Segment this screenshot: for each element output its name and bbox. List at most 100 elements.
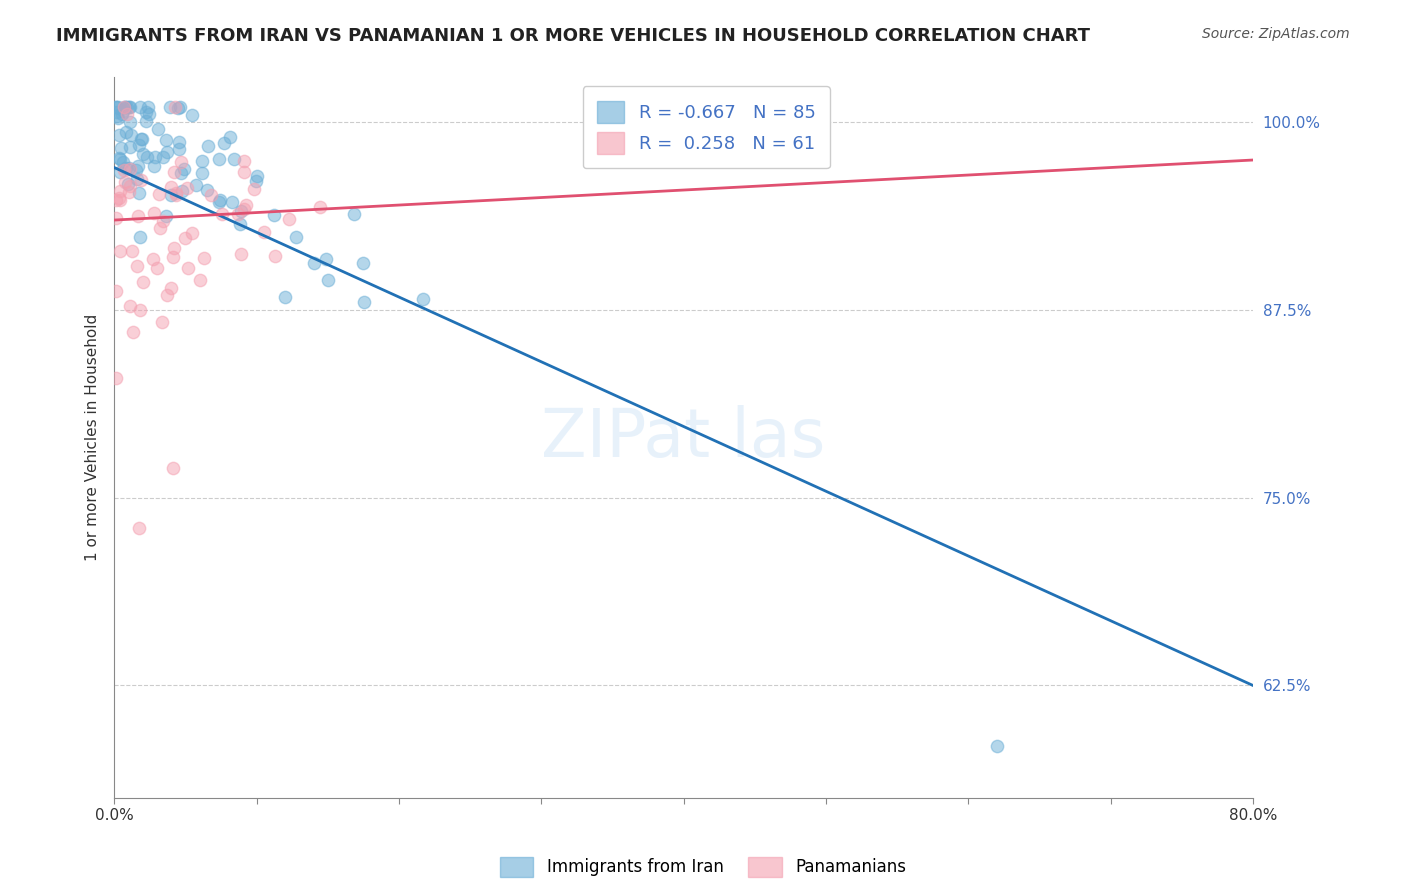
Point	[152, 214, 174, 228]
Point	[165, 100, 187, 114]
Point	[156, 288, 179, 302]
Point	[118, 140, 141, 154]
Point	[181, 227, 204, 241]
Point	[131, 132, 153, 146]
Point	[274, 291, 297, 305]
Point	[138, 107, 160, 121]
Point	[117, 100, 139, 114]
Point	[118, 100, 141, 114]
Text: IMMIGRANTS FROM IRAN VS PANAMANIAN 1 OR MORE VEHICLES IN HOUSEHOLD CORRELATION C: IMMIGRANTS FROM IRAN VS PANAMANIAN 1 OR …	[56, 27, 1090, 45]
Point	[159, 188, 181, 202]
Point	[135, 113, 157, 128]
Point	[108, 191, 131, 205]
Point	[190, 273, 212, 287]
Point	[160, 180, 183, 194]
Text: Source: ZipAtlas.com: Source: ZipAtlas.com	[1202, 27, 1350, 41]
Point	[110, 193, 132, 207]
Point	[263, 208, 285, 222]
Point	[125, 171, 148, 186]
Point	[114, 100, 136, 114]
Point	[191, 153, 214, 168]
Point	[228, 207, 250, 221]
Point	[135, 150, 157, 164]
Point	[174, 231, 197, 245]
Point	[209, 194, 232, 208]
Point	[135, 104, 157, 119]
Point	[110, 141, 132, 155]
Legend: R = -0.667   N = 85, R =  0.258   N = 61: R = -0.667 N = 85, R = 0.258 N = 61	[582, 87, 830, 169]
Point	[318, 273, 340, 287]
Point	[115, 161, 138, 176]
Point	[108, 152, 131, 166]
Point	[104, 370, 127, 384]
Point	[112, 103, 135, 118]
Point	[160, 281, 183, 295]
Point	[195, 183, 218, 197]
Point	[263, 249, 285, 263]
Point	[128, 186, 150, 200]
Point	[112, 100, 135, 114]
Point	[233, 154, 256, 169]
Point	[132, 146, 155, 161]
Point	[165, 188, 187, 202]
Point	[150, 315, 173, 329]
Point	[302, 256, 325, 270]
Point	[152, 150, 174, 164]
Point	[165, 186, 187, 201]
Point	[104, 100, 127, 114]
Point	[315, 252, 337, 266]
Point	[129, 131, 152, 145]
Point	[278, 211, 301, 226]
Point	[212, 136, 235, 150]
Point	[186, 178, 208, 192]
Point	[231, 204, 253, 219]
Point	[115, 107, 138, 121]
Point	[108, 152, 131, 166]
Point	[115, 125, 138, 139]
Point	[104, 100, 127, 114]
Point	[208, 152, 231, 166]
Point	[146, 261, 169, 276]
Point	[169, 100, 191, 114]
Point	[122, 326, 145, 340]
Point	[211, 207, 233, 221]
Point	[309, 200, 332, 214]
Point	[229, 247, 252, 261]
Point	[105, 109, 128, 123]
Point	[246, 169, 269, 183]
Point	[131, 275, 153, 289]
Point	[155, 133, 177, 147]
Point	[353, 294, 375, 309]
Point	[190, 166, 212, 180]
Point	[180, 108, 202, 122]
Point	[127, 210, 149, 224]
Point	[352, 256, 374, 270]
Point	[111, 154, 134, 169]
Point	[107, 111, 129, 125]
Point	[104, 194, 127, 208]
Point	[163, 241, 186, 255]
Point	[148, 186, 170, 201]
Point	[229, 218, 252, 232]
Point	[155, 209, 177, 223]
Point	[124, 163, 146, 178]
Point	[118, 299, 141, 313]
Point	[284, 230, 307, 244]
Point	[107, 104, 129, 119]
Point	[149, 220, 172, 235]
Point	[167, 135, 190, 149]
Point	[170, 155, 193, 169]
Point	[146, 121, 169, 136]
Point	[142, 252, 165, 266]
Point	[167, 142, 190, 156]
Point	[159, 100, 181, 114]
Point	[128, 521, 150, 535]
Point	[218, 130, 240, 145]
Point	[245, 174, 267, 188]
Point	[129, 230, 152, 244]
Point	[224, 153, 246, 167]
Point	[120, 161, 142, 176]
Point	[170, 166, 193, 180]
Point	[193, 252, 215, 266]
Y-axis label: 1 or more Vehicles in Household: 1 or more Vehicles in Household	[86, 314, 100, 561]
